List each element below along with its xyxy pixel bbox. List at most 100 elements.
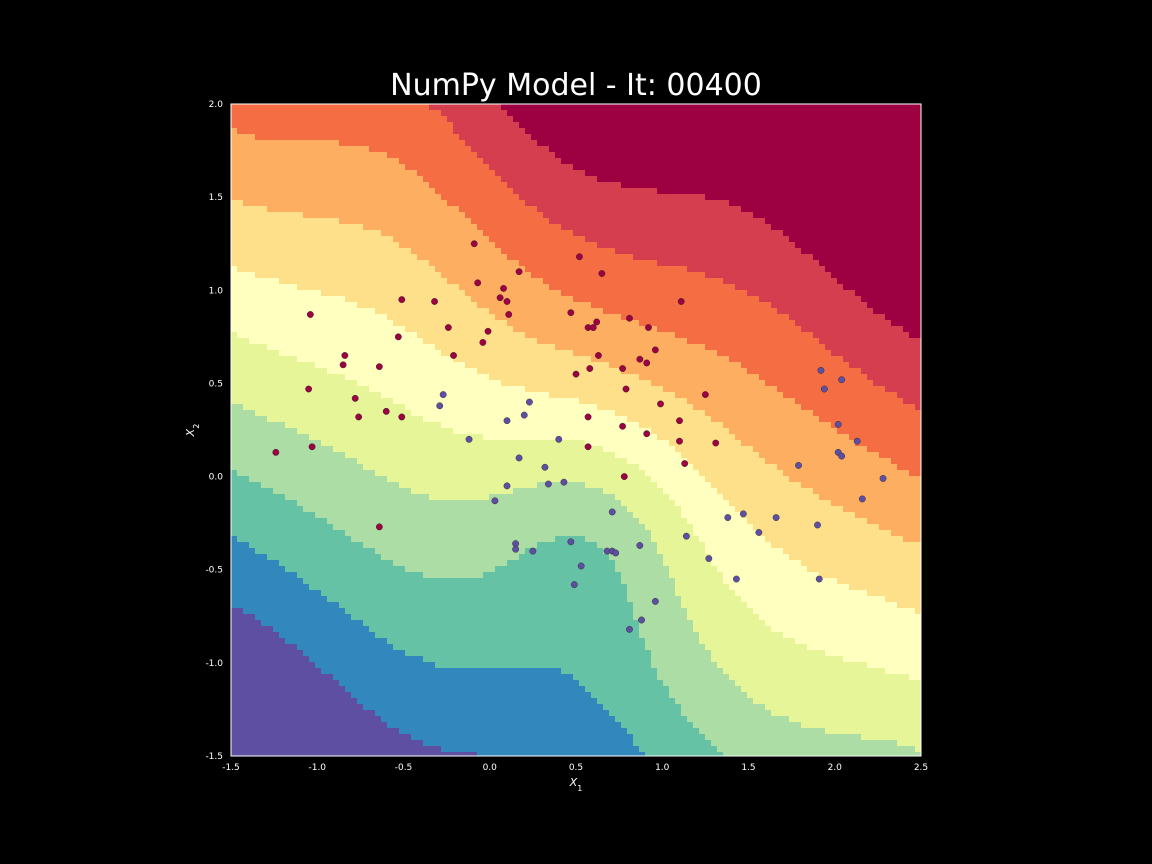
contour-cell	[411, 614, 418, 621]
contour-cell	[453, 524, 460, 531]
contour-cell	[423, 506, 430, 513]
contour-cell	[393, 200, 400, 207]
contour-cell	[309, 308, 316, 315]
contour-cell	[279, 398, 286, 405]
contour-cell	[291, 716, 298, 723]
contour-cell	[477, 596, 484, 603]
contour-cell	[441, 728, 448, 735]
contour-cell	[333, 680, 340, 687]
contour-cell	[465, 326, 472, 333]
contour-cell	[249, 722, 256, 729]
contour-cell	[483, 296, 490, 303]
contour-cell	[483, 314, 490, 321]
contour-cell	[237, 254, 244, 261]
contour-cell	[381, 638, 388, 645]
contour-cell	[453, 128, 460, 135]
contour-cell	[345, 740, 352, 747]
contour-cell	[423, 308, 430, 315]
contour-cell	[441, 416, 448, 423]
contour-cell	[381, 392, 388, 399]
contour-cell	[417, 266, 424, 273]
contour-cell	[399, 596, 406, 603]
contour-cell	[297, 746, 304, 753]
contour-cell	[237, 710, 244, 717]
contour-cell	[435, 320, 442, 327]
contour-cell	[435, 398, 442, 405]
contour-cell	[321, 326, 328, 333]
contour-cell	[375, 746, 382, 753]
contour-cell	[237, 176, 244, 183]
contour-cell	[375, 200, 382, 207]
contour-cell	[279, 392, 286, 399]
contour-cell	[357, 158, 364, 165]
contour-cell	[261, 266, 268, 273]
contour-cell	[489, 212, 496, 219]
contour-cell	[471, 278, 478, 285]
contour-cell	[459, 176, 466, 183]
contour-cell	[387, 116, 394, 123]
contour-cell	[483, 536, 490, 543]
contour-cell	[441, 584, 448, 591]
contour-cell	[417, 248, 424, 255]
contour-cell	[387, 584, 394, 591]
contour-cell	[489, 122, 496, 129]
contour-cell	[387, 146, 394, 153]
contour-cell	[453, 518, 460, 525]
contour-cell	[321, 230, 328, 237]
contour-cell	[387, 506, 394, 513]
contour-cell	[303, 632, 310, 639]
contour-cell	[363, 590, 370, 597]
contour-cell	[441, 662, 448, 669]
contour-cell	[309, 542, 316, 549]
contour-cell	[453, 308, 460, 315]
contour-cell	[495, 134, 502, 141]
contour-cell	[261, 152, 268, 159]
contour-cell	[291, 464, 298, 471]
contour-cell	[237, 536, 244, 543]
contour-cell	[285, 182, 292, 189]
contour-cell	[309, 404, 316, 411]
contour-cell	[411, 656, 418, 663]
contour-cell	[273, 596, 280, 603]
contour-cell	[453, 422, 460, 429]
contour-cell	[471, 158, 478, 165]
contour-cell	[471, 650, 478, 657]
contour-cell	[309, 230, 316, 237]
contour-cell	[501, 368, 508, 375]
contour-cell	[429, 170, 436, 177]
contour-cell	[333, 698, 340, 705]
contour-cell	[351, 590, 358, 597]
contour-cell	[321, 530, 328, 537]
contour-cell	[327, 188, 334, 195]
contour-cell	[417, 470, 424, 477]
contour-cell	[273, 398, 280, 405]
contour-cell	[231, 224, 238, 231]
contour-cell	[381, 314, 388, 321]
contour-cell	[495, 590, 502, 597]
contour-cell	[363, 152, 370, 159]
contour-cell	[297, 422, 304, 429]
contour-cell	[327, 440, 334, 447]
contour-cell	[441, 128, 448, 135]
contour-cell	[369, 482, 376, 489]
contour-cell	[381, 578, 388, 585]
contour-cell	[321, 392, 328, 399]
contour-cell	[357, 218, 364, 225]
contour-cell	[279, 620, 286, 627]
contour-cell	[243, 332, 250, 339]
contour-cell	[417, 296, 424, 303]
contour-cell	[381, 452, 388, 459]
contour-cell	[459, 500, 466, 507]
contour-cell	[447, 410, 454, 417]
contour-cell	[483, 146, 490, 153]
contour-cell	[339, 566, 346, 573]
contour-cell	[495, 230, 502, 237]
contour-cell	[471, 668, 478, 675]
contour-cell	[315, 434, 322, 441]
contour-cell	[291, 650, 298, 657]
contour-cell	[411, 176, 418, 183]
contour-cell	[321, 458, 328, 465]
contour-cell	[261, 422, 268, 429]
contour-cell	[297, 434, 304, 441]
contour-cell	[495, 638, 502, 645]
